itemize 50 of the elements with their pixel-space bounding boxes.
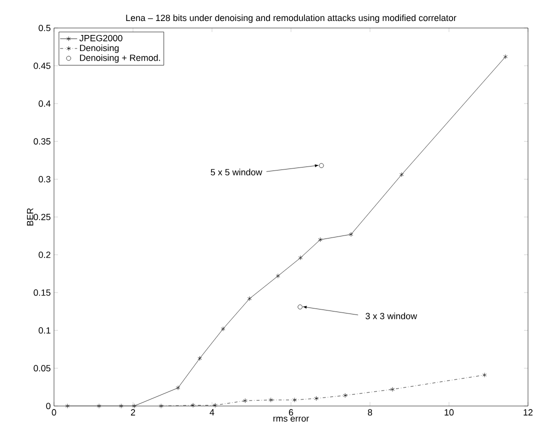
point (298, 255, 303, 260)
point (276, 274, 280, 278)
point (268, 398, 273, 402)
point (96, 404, 102, 408)
point (190, 402, 196, 408)
y-tick-label: 0 (46, 402, 50, 410)
x-tick-label: 8 (368, 409, 372, 416)
y-tick-label: 0.3 (38, 176, 50, 182)
point (247, 296, 252, 302)
y-tick-label: 0.45 (34, 62, 50, 69)
y-tick-label: 0.5 (38, 24, 50, 32)
y-tick-label: 0.1 (38, 327, 50, 334)
point (292, 398, 297, 402)
point (243, 398, 248, 404)
point (400, 172, 404, 178)
y-tick-label: 0.2 (38, 252, 50, 258)
legend-label: Denoising + Remod. (80, 54, 160, 63)
point (319, 163, 324, 168)
x-axis-title: rms error (273, 416, 310, 422)
y-axis-title: BER (27, 208, 34, 226)
point (390, 386, 395, 392)
x-tick-label: 6 (288, 409, 294, 416)
point (314, 396, 318, 401)
y-tick-label: 0.15 (34, 289, 50, 296)
point (482, 372, 487, 378)
annotation: 3 x 3 window (366, 312, 418, 320)
chart-title: Lena – 128 bits under denoising and remodulation attacks using modified correlator (126, 14, 456, 23)
point (132, 404, 136, 408)
x-tick-label: 10 (444, 409, 454, 416)
point (220, 326, 226, 332)
point (119, 404, 124, 408)
point (298, 304, 302, 310)
point (318, 237, 322, 242)
y-tick-label: 0.25 (34, 214, 50, 220)
y-tick-label: 0.4 (38, 100, 51, 107)
y-tick-label: 0.35 (34, 138, 50, 145)
point (348, 232, 354, 237)
point (158, 404, 164, 408)
x-tick-label: 2 (130, 409, 136, 416)
x-tick-label: 4 (210, 409, 214, 416)
point (176, 385, 180, 390)
y-tick-label: 0.05 (34, 365, 50, 372)
x-tick-label: 0 (52, 409, 56, 416)
legend-label: JPEG2000 (79, 34, 122, 42)
point (213, 402, 218, 408)
legend-label: Denoising (80, 44, 119, 53)
point (343, 393, 348, 398)
x-tick-label: 12 (524, 409, 533, 416)
annotation: 5 x 5 window (210, 168, 262, 176)
point (198, 356, 202, 361)
